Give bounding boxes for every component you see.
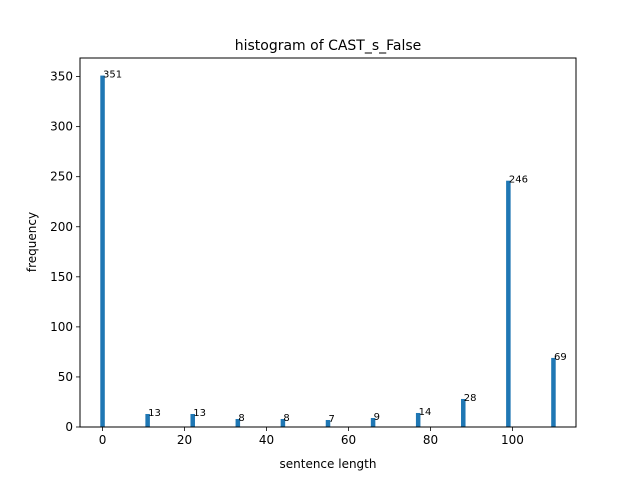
bar-value-label-10: 69	[554, 352, 567, 363]
x-tick-label-0: 0	[99, 433, 107, 447]
histogram-bar-5	[325, 419, 331, 427]
y-axis-label: frequency	[25, 212, 39, 272]
bars-group	[100, 75, 556, 428]
histogram-bar-8	[461, 398, 466, 427]
histogram-bar-4	[280, 418, 286, 427]
bar-value-label-5: 7	[329, 414, 335, 425]
histogram-bar-2	[190, 413, 195, 427]
y-tick-label-0: 0	[65, 420, 73, 434]
x-tick-label-2: 40	[259, 433, 274, 447]
histogram-bar-0	[100, 75, 105, 428]
y-tick-label-5: 250	[50, 170, 73, 184]
histogram-bar-7	[415, 412, 421, 427]
y-tick-label-7: 350	[50, 70, 73, 84]
bar-value-label-8: 28	[464, 393, 477, 404]
histogram-bar-6	[370, 417, 376, 427]
histogram-bar-1	[145, 413, 150, 427]
bar-value-label-7: 14	[419, 407, 432, 418]
y-axis-ticks: 0 50 100 150 200 250 300 350	[50, 70, 80, 434]
plot-area-frame	[79, 57, 577, 428]
histogram-bar-10	[551, 357, 556, 427]
bar-value-label-4: 8	[283, 413, 289, 424]
y-tick-label-6: 300	[50, 120, 73, 134]
data-labels-group: 351 13 13 8 8 7 9 14 28 246 69	[103, 70, 567, 425]
x-axis-ticks: 0 20 40 60 80 100	[99, 427, 524, 447]
bar-value-label-6: 9	[374, 412, 380, 423]
bar-value-label-3: 8	[238, 413, 244, 424]
bar-value-label-9: 246	[509, 175, 528, 186]
x-tick-label-4: 80	[423, 433, 438, 447]
y-tick-label-3: 150	[50, 270, 73, 284]
x-tick-label-3: 60	[341, 433, 356, 447]
histogram-bar-3	[235, 418, 241, 427]
bar-value-label-2: 13	[193, 408, 206, 419]
y-tick-label-4: 200	[50, 220, 73, 234]
bar-value-label-1: 13	[148, 408, 161, 419]
y-tick-label-1: 50	[58, 370, 73, 384]
y-tick-label-2: 100	[50, 320, 73, 334]
x-tick-label-1: 20	[177, 433, 192, 447]
chart-title: histogram of CAST_s_False	[235, 38, 422, 54]
bar-value-label-0: 351	[103, 70, 122, 81]
x-tick-label-5: 100	[501, 433, 524, 447]
histogram-bar-9	[506, 180, 511, 427]
x-axis-label: sentence length	[280, 457, 377, 471]
